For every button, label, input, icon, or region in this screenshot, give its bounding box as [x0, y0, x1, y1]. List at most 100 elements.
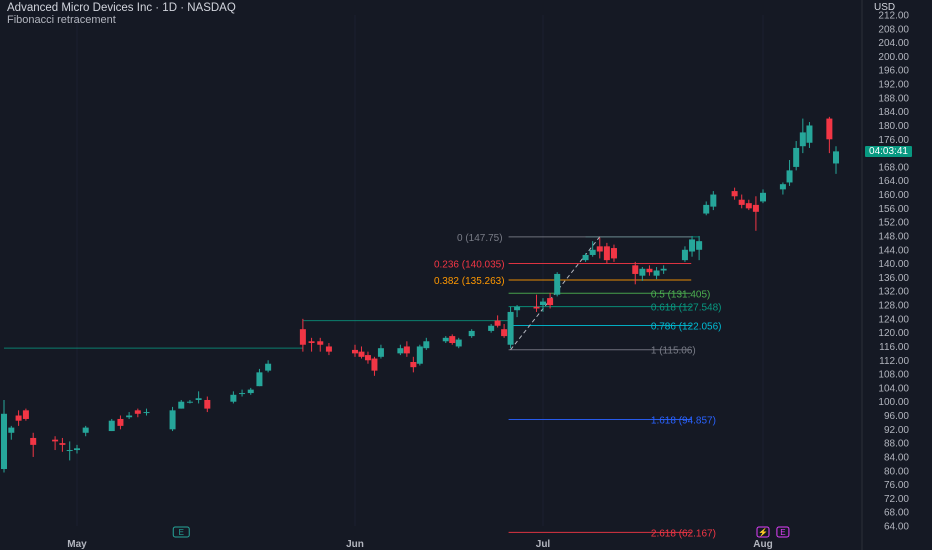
candle-body	[547, 298, 554, 306]
candle-body	[681, 249, 688, 261]
split-marker-label: ⚡	[758, 527, 768, 537]
candle-body	[52, 439, 59, 442]
candle-body	[826, 118, 833, 140]
price-tick-label: 132.00	[878, 287, 909, 298]
candle-body	[186, 401, 193, 403]
price-tick-label: 64.00	[884, 522, 909, 533]
candle-body	[501, 329, 508, 337]
candle-body	[317, 341, 324, 345]
candle-body	[22, 410, 29, 419]
price-tick-label: 188.00	[878, 93, 909, 104]
candle-body	[371, 358, 378, 371]
candle-body	[554, 273, 561, 295]
candle-body	[639, 268, 646, 276]
candle-body	[449, 336, 456, 344]
candle-body	[703, 204, 710, 214]
candle-body	[488, 325, 495, 331]
time-tick-label: Jul	[536, 539, 551, 550]
candle-body	[689, 239, 696, 252]
price-tick-label: 88.00	[884, 439, 909, 450]
price-tick-label: 84.00	[884, 452, 909, 463]
candle-body	[30, 437, 37, 445]
candle-body	[653, 270, 660, 276]
price-tick-label: 92.00	[884, 425, 909, 436]
candle-body	[646, 268, 653, 273]
earnings-marker	[172, 526, 190, 538]
candle-body	[514, 306, 521, 311]
candle-body	[589, 249, 596, 255]
candle-body	[66, 450, 73, 452]
last-price-tag: 04:03:41	[865, 146, 912, 157]
price-tick-label: 148.00	[878, 231, 909, 242]
candle-body	[117, 418, 124, 426]
candle-body	[806, 125, 813, 143]
indicator-label[interactable]: Fibonacci retracement	[7, 14, 116, 26]
price-tick-label: 128.00	[878, 301, 909, 312]
time-tick-label: Jun	[346, 539, 364, 550]
price-tick-label: 120.00	[878, 328, 909, 339]
candle-body	[195, 398, 202, 400]
candle-body	[74, 448, 80, 451]
price-tick-label: 156.00	[878, 204, 909, 215]
candle-body	[308, 341, 315, 344]
price-tick-label: 160.00	[878, 190, 909, 201]
price-tick-label: 192.00	[878, 80, 909, 91]
candle-body	[507, 311, 514, 345]
candle-body	[377, 348, 384, 357]
candle-body	[143, 412, 150, 414]
candle-body	[416, 346, 423, 364]
fib-level-label: 2.618 (62.167)	[651, 528, 716, 539]
price-tick-label: 196.00	[878, 66, 909, 77]
candle-body	[779, 184, 786, 190]
fib-level-label: 1.618 (94.857)	[651, 415, 716, 426]
fib-level-label: 0 (147.75)	[457, 233, 503, 244]
price-tick-label: 140.00	[878, 259, 909, 270]
candle-body	[468, 330, 475, 337]
candle-body	[710, 194, 717, 207]
candle-body	[738, 199, 745, 205]
candle-body	[403, 346, 410, 354]
price-tick-label: 124.00	[878, 314, 909, 325]
candle-body	[596, 246, 603, 252]
fib-level-label: 0.382 (135.263)	[434, 276, 505, 287]
candle-body	[610, 248, 617, 259]
price-tick-label: 176.00	[878, 135, 909, 146]
candle-body	[265, 363, 272, 371]
candle-body	[442, 337, 449, 342]
candle-body	[256, 372, 263, 387]
fib-level-label: 1 (115.06)	[651, 346, 696, 357]
candle-body	[494, 320, 501, 326]
price-tick-label: 96.00	[884, 411, 909, 422]
candle-body	[455, 339, 462, 347]
candle-body	[731, 191, 738, 197]
price-tick-label: 208.00	[878, 24, 909, 35]
price-tick-label: 212.00	[878, 11, 909, 22]
price-tick-label: 104.00	[878, 383, 909, 394]
candle-body	[603, 246, 610, 261]
price-tick-label: 180.00	[878, 121, 909, 132]
currency-button[interactable]: USD	[874, 2, 896, 13]
candle-body	[126, 415, 133, 418]
candle-body	[423, 341, 430, 349]
candle-body	[582, 254, 589, 261]
candle-body	[8, 427, 15, 433]
earnings-marker-label: E	[780, 528, 785, 537]
candle-body	[410, 361, 417, 368]
candle-body	[793, 147, 800, 167]
candle-body	[325, 346, 332, 352]
price-tick-label: 144.00	[878, 245, 909, 256]
fib-level-label: 0.236 (140.035)	[434, 259, 505, 270]
candle-body	[540, 301, 546, 306]
candle-body	[299, 329, 306, 345]
price-tick-label: 108.00	[878, 370, 909, 381]
price-tick-label: 152.00	[878, 218, 909, 229]
price-tick-label: 112.00	[879, 356, 909, 367]
candle-body	[760, 192, 766, 202]
price-tick-label: 136.00	[878, 273, 909, 284]
price-tick-label: 168.00	[878, 162, 909, 173]
candle-body	[82, 427, 89, 433]
price-tick-label: 68.00	[884, 508, 909, 519]
candle-body	[364, 355, 371, 361]
